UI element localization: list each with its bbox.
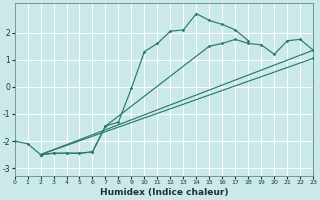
X-axis label: Humidex (Indice chaleur): Humidex (Indice chaleur) [100, 188, 228, 197]
